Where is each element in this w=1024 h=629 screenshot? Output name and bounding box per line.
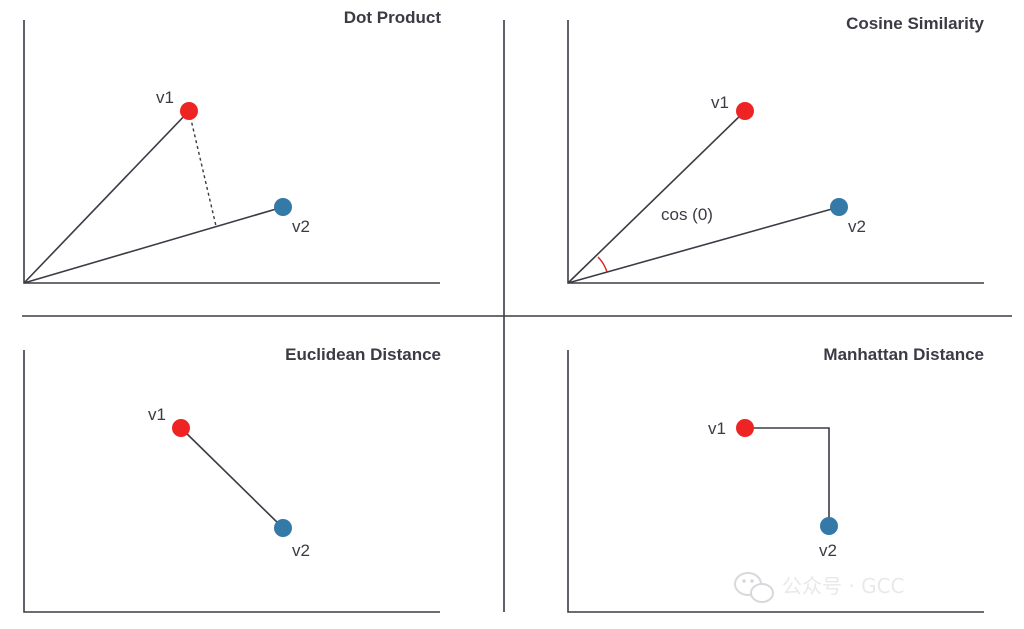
watermark-text: 公众号 · GCC (782, 574, 905, 598)
wechat-icon (734, 572, 774, 603)
label-v2: v2 (292, 217, 310, 236)
panel-cosine-similarity: Cosine Similarity v1 v2 cos (0) (567, 14, 985, 284)
label-v1: v1 (708, 419, 726, 438)
point-v1 (180, 102, 198, 120)
point-v1 (736, 419, 754, 437)
label-v1: v1 (156, 88, 174, 107)
panel-euclidean-distance: Euclidean Distance v1 v2 (23, 345, 441, 613)
panel-title: Dot Product (344, 8, 442, 27)
angle-label: cos (0) (661, 205, 713, 224)
point-v2 (274, 519, 292, 537)
panel-title: Cosine Similarity (846, 14, 984, 33)
panel-dot-product: Dot Product v1 v2 (23, 8, 442, 284)
point-v1 (172, 419, 190, 437)
label-v2: v2 (292, 541, 310, 560)
angle-arc (597, 256, 608, 273)
label-v2: v2 (819, 541, 837, 560)
axes (567, 20, 984, 284)
axes (23, 20, 440, 284)
manhattan-path (745, 427, 830, 526)
panel-manhattan-distance: Manhattan Distance v1 v2 (567, 345, 984, 613)
panel-title: Manhattan Distance (823, 345, 984, 364)
axes (23, 350, 440, 613)
label-v1: v1 (148, 405, 166, 424)
distance-line (180, 427, 284, 529)
vector-v2-line (567, 206, 840, 284)
panel-title: Euclidean Distance (285, 345, 441, 364)
vector-v1-line (567, 110, 746, 284)
point-v2 (820, 517, 838, 535)
point-v1 (736, 102, 754, 120)
watermark: 公众号 · GCC (734, 572, 905, 603)
vector-v2-line (23, 206, 284, 284)
vector-v1-line (23, 110, 190, 284)
point-v2 (830, 198, 848, 216)
label-v2: v2 (848, 217, 866, 236)
axes (567, 350, 984, 613)
label-v1: v1 (711, 93, 729, 112)
projection-dashed-line (188, 110, 217, 227)
point-v2 (274, 198, 292, 216)
